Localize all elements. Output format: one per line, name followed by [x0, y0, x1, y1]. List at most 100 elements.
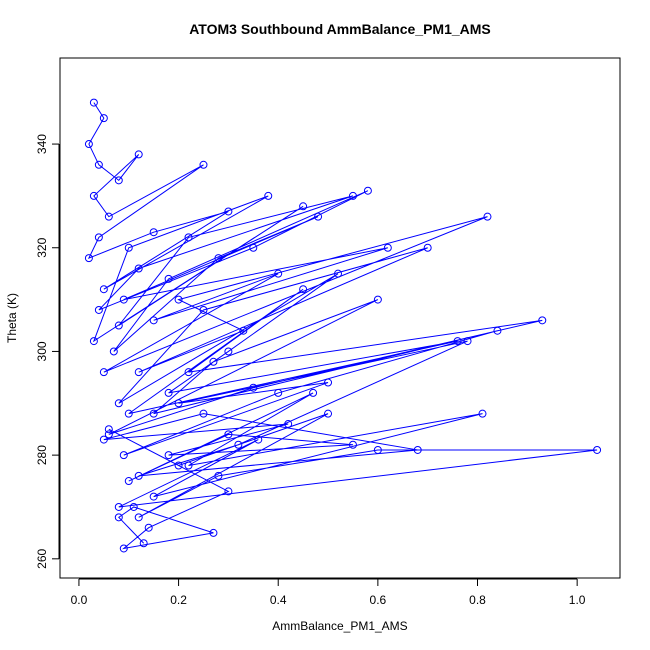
point [423, 243, 432, 252]
plot-frame [59, 57, 621, 579]
point [174, 399, 183, 408]
point [119, 451, 128, 460]
point [124, 477, 133, 486]
point [299, 285, 308, 294]
point [463, 337, 472, 346]
point [249, 243, 258, 252]
point [284, 420, 293, 429]
chart-title: ATOM3 Southbound AmmBalance_PM1_AMS [189, 21, 491, 37]
point [164, 451, 173, 460]
point [174, 461, 183, 470]
point [124, 409, 133, 418]
point [184, 233, 193, 242]
y-axis-label: Theta (K) [5, 293, 19, 343]
point [224, 347, 233, 356]
point [84, 140, 93, 149]
y-tick-label: 340 [35, 134, 49, 154]
point [593, 445, 602, 454]
point [84, 254, 93, 263]
point [274, 388, 283, 397]
point [144, 523, 153, 532]
point [114, 513, 123, 522]
series-line [87, 102, 598, 550]
point [234, 440, 243, 449]
point [199, 409, 208, 418]
point [348, 440, 357, 449]
point [363, 186, 372, 195]
point [264, 191, 273, 200]
point [209, 528, 218, 537]
point [324, 378, 333, 387]
point [373, 295, 382, 304]
point [373, 445, 382, 454]
point [134, 513, 143, 522]
point [114, 502, 123, 511]
point [164, 388, 173, 397]
x-tick-label: 0.2 [170, 593, 187, 607]
point [119, 544, 128, 553]
x-axis-label: AmmBalance_PM1_AMS [272, 619, 407, 633]
point [114, 399, 123, 408]
x-tick-label: 0.4 [270, 593, 287, 607]
point [119, 295, 128, 304]
point [164, 274, 173, 283]
point [309, 388, 318, 397]
point [199, 305, 208, 314]
point [334, 269, 343, 278]
point [149, 228, 158, 237]
x-tick-label: 1.0 [569, 593, 586, 607]
point [299, 202, 308, 211]
point [413, 445, 422, 454]
point [94, 305, 103, 314]
point [94, 160, 103, 169]
point [139, 539, 148, 548]
point [109, 347, 118, 356]
point [104, 425, 113, 434]
point [99, 285, 108, 294]
point [134, 471, 143, 480]
point [348, 191, 357, 200]
point [239, 326, 248, 335]
point [114, 321, 123, 330]
point [184, 461, 193, 470]
point [124, 243, 133, 252]
point [324, 409, 333, 418]
point [149, 409, 158, 418]
point [89, 98, 98, 107]
x-tick-label: 0.8 [469, 593, 486, 607]
point [254, 435, 263, 444]
y-tick-label: 300 [35, 341, 49, 361]
point [224, 207, 233, 216]
point [89, 191, 98, 200]
point [224, 430, 233, 439]
point [174, 295, 183, 304]
point [483, 212, 492, 221]
point [114, 176, 123, 185]
point [214, 471, 223, 480]
point [99, 368, 108, 377]
point [209, 357, 218, 366]
point [184, 368, 193, 377]
y-tick-label: 260 [35, 548, 49, 568]
point [478, 409, 487, 418]
x-tick-label: 0.6 [370, 593, 387, 607]
point [94, 233, 103, 242]
y-tick-label: 280 [35, 445, 49, 465]
point [383, 243, 392, 252]
point [149, 316, 158, 325]
point [314, 212, 323, 221]
point [538, 316, 547, 325]
point [99, 114, 108, 123]
point [129, 502, 138, 511]
point [89, 337, 98, 346]
point [199, 160, 208, 169]
point [134, 150, 143, 159]
point [214, 254, 223, 263]
point [99, 435, 108, 444]
point [104, 430, 113, 439]
point [134, 264, 143, 273]
point [134, 368, 143, 377]
point [224, 487, 233, 496]
